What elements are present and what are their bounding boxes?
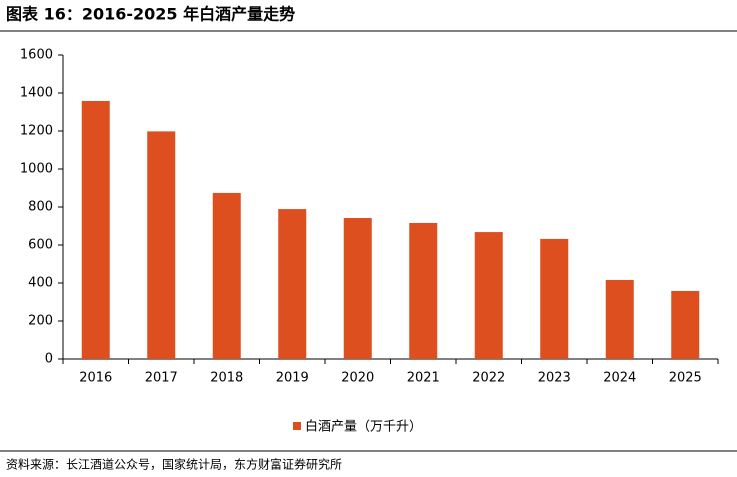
bar [605,279,634,359]
y-tick-label: 1400 [20,86,53,101]
legend-swatch [293,422,301,430]
legend-label: 白酒产量（万千升） [305,419,422,435]
x-tick-label: 2016 [79,371,112,386]
y-tick-label: 1600 [20,48,53,63]
x-tick-label: 2025 [669,371,702,386]
y-tick-label: 0 [45,352,53,367]
source-note: 资料来源：长江酒道公众号，国家统计局，东方财富证券研究所 [6,457,342,472]
x-tick-label: 2023 [538,371,571,386]
bar [474,232,503,359]
y-tick-label: 800 [28,200,53,215]
x-tick-label: 2018 [210,371,243,386]
bar [409,222,438,359]
bar [212,192,241,359]
x-tick-label: 2021 [407,371,440,386]
y-tick-label: 1000 [20,162,53,177]
x-tick-label: 2019 [276,371,309,386]
y-tick-label: 1200 [20,124,53,139]
y-tick-label: 200 [28,314,53,329]
x-tick-label: 2020 [341,371,374,386]
bar [343,218,372,359]
bar [540,238,569,359]
x-tick-label: 2024 [603,371,636,386]
bar [81,100,110,359]
bar [671,290,700,359]
bar [278,209,307,359]
x-tick-label: 2022 [472,371,505,386]
y-tick-label: 400 [28,276,53,291]
y-tick-label: 600 [28,238,53,253]
bar [147,131,176,359]
x-tick-label: 2017 [145,371,178,386]
chart-title: 图表 16：2016-2025 年白酒产量走势 [6,5,295,24]
